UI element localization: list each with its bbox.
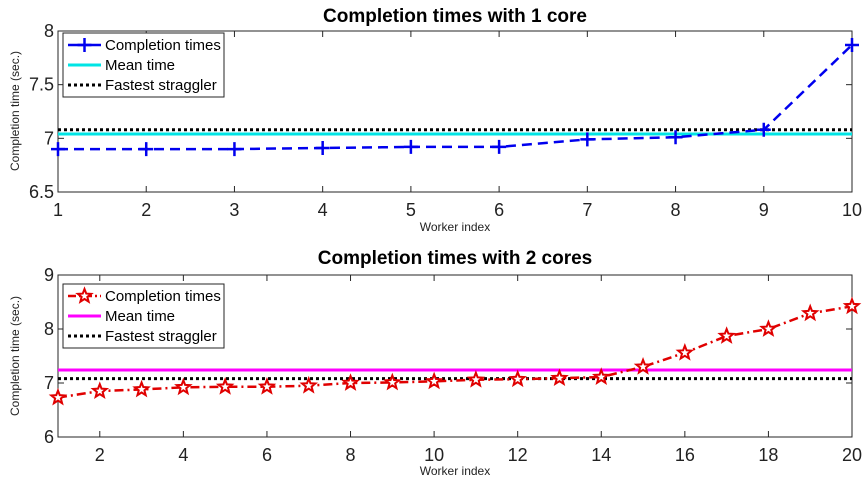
chart-1-y-tick-label: 6.5 — [29, 182, 54, 202]
chart-2-data-point — [257, 377, 277, 395]
chart-2-x-tick-label: 18 — [758, 445, 778, 465]
chart-1-x-axis-label: Worker index — [420, 220, 490, 234]
chart-1-legend-marker-plus — [77, 38, 92, 52]
chart-2-x-tick-label: 20 — [842, 445, 862, 465]
chart-2-x-tick-label: 2 — [95, 445, 105, 465]
chart-1-x-tick-label: 2 — [141, 200, 151, 220]
chart-1-title: Completion times with 1 core — [323, 6, 587, 27]
chart-1-x-tick-label: 7 — [582, 200, 592, 220]
chart-2-data-point — [341, 373, 360, 391]
chart-2-data-point — [633, 357, 653, 375]
chart-2-data-point — [299, 375, 319, 394]
chart-1-data-point — [668, 130, 683, 145]
chart-2-data-point — [759, 319, 778, 337]
chart-2-x-tick-label: 10 — [424, 445, 444, 465]
chart-2-legend-label-mean: Mean time — [105, 308, 175, 325]
chart-2-completion-line — [57, 305, 853, 399]
chart-1-x-tick-label: 4 — [318, 200, 328, 220]
chart-1-legend-item-mean: Mean time — [68, 57, 175, 74]
chart-2-data-point — [591, 367, 611, 385]
chart-2-title: Completion times with 2 cores — [318, 248, 593, 269]
chart-2-data-point — [550, 368, 569, 387]
chart-2-data-point — [132, 379, 151, 398]
chart-1-x-tick-label: 6 — [494, 200, 504, 220]
chart-2-x-tick-label: 4 — [178, 445, 188, 465]
chart-1-data-point — [756, 122, 771, 137]
chart-2-data-point — [717, 326, 736, 344]
chart-2-x-tick-label: 14 — [591, 445, 611, 465]
chart-2-y-axis-label: Completion time (sec.) — [8, 296, 22, 416]
chart-2-x-axis-label: Worker index — [420, 464, 490, 478]
chart-2-data-point — [48, 387, 68, 406]
chart-1-x-tick-label: 5 — [406, 200, 416, 220]
chart-2-legend-label-completion: Completion times — [105, 288, 221, 305]
chart-1-x-tick-label: 10 — [842, 200, 862, 220]
chart-1-legend-item-completion: Completion times — [68, 37, 221, 54]
chart-2-legend-item-straggler: Fastest straggler — [68, 328, 217, 345]
chart-1-x-tick-label: 1 — [53, 200, 63, 220]
chart-1-data-point — [403, 139, 418, 154]
chart-2-legend-marker-star — [75, 286, 94, 304]
chart-1-x-tick-label: 3 — [229, 200, 239, 220]
chart-1-x-tick-label: 8 — [671, 200, 681, 220]
chart-2-x-tick-label: 6 — [262, 445, 272, 465]
chart-2-y-tick-label: 8 — [44, 319, 54, 339]
chart-1-data-point — [845, 37, 859, 52]
chart-2-x-tick-label: 16 — [675, 445, 695, 465]
chart-1-data-point — [227, 142, 242, 157]
chart-1-legend-label-mean: Mean time — [105, 57, 175, 74]
chart-2-data-point — [675, 342, 695, 361]
chart-1-data-point — [580, 132, 595, 147]
chart-2-data-point — [800, 303, 820, 322]
chart-2-legend-item-completion: Completion times — [68, 286, 221, 305]
chart-2-data-point — [842, 296, 862, 315]
chart-1-y-axis-label: Completion time (sec.) — [8, 51, 22, 171]
chart-2-legend: Completion times Mean time Fastest strag… — [62, 283, 225, 349]
chart-2-y-tick-label: 7 — [44, 373, 54, 393]
chart-2-y-tick-label: 6 — [44, 427, 54, 447]
chart-2-plot-area — [57, 274, 853, 438]
chart-panel-1: Completion times with 1 core Worker inde… — [8, 6, 862, 234]
chart-1-legend-label-straggler: Fastest straggler — [105, 77, 217, 94]
chart-2-data-point — [383, 372, 402, 391]
chart-1-data-point — [315, 140, 330, 155]
chart-1-data-point — [139, 142, 154, 157]
chart-1-data-point — [51, 142, 65, 157]
chart-2-y-tick-label: 9 — [44, 265, 54, 285]
chart-1-y-tick-label: 7 — [44, 128, 54, 148]
chart-1-plot-area — [57, 30, 853, 193]
chart-panel-2: Completion times with 2 cores Worker ind… — [8, 248, 862, 478]
chart-2-data-point — [508, 369, 527, 388]
chart-1-y-tick-label: 7.5 — [29, 75, 54, 95]
chart-2-data-point — [174, 377, 193, 396]
chart-1-legend: Completion times Mean time Fastest strag… — [62, 32, 225, 98]
chart-2-data-point — [466, 369, 486, 388]
chart-2-data-point — [90, 381, 110, 400]
chart-1-x-tick-label: 9 — [759, 200, 769, 220]
chart-1-y-tick-label: 8 — [44, 21, 54, 41]
chart-1-legend-item-straggler: Fastest straggler — [68, 77, 217, 94]
chart-1-completion-line — [58, 44, 853, 151]
chart-2-legend-label-straggler: Fastest straggler — [105, 328, 217, 345]
chart-2-data-point — [424, 371, 444, 390]
chart-1-legend-label-completion: Completion times — [105, 37, 221, 54]
chart-2-legend-item-mean: Mean time — [68, 308, 175, 325]
chart-2-x-tick-label: 12 — [508, 445, 528, 465]
chart-1-data-point — [492, 139, 507, 154]
chart-2-x-tick-label: 8 — [346, 445, 356, 465]
chart-2-data-point — [215, 377, 235, 395]
